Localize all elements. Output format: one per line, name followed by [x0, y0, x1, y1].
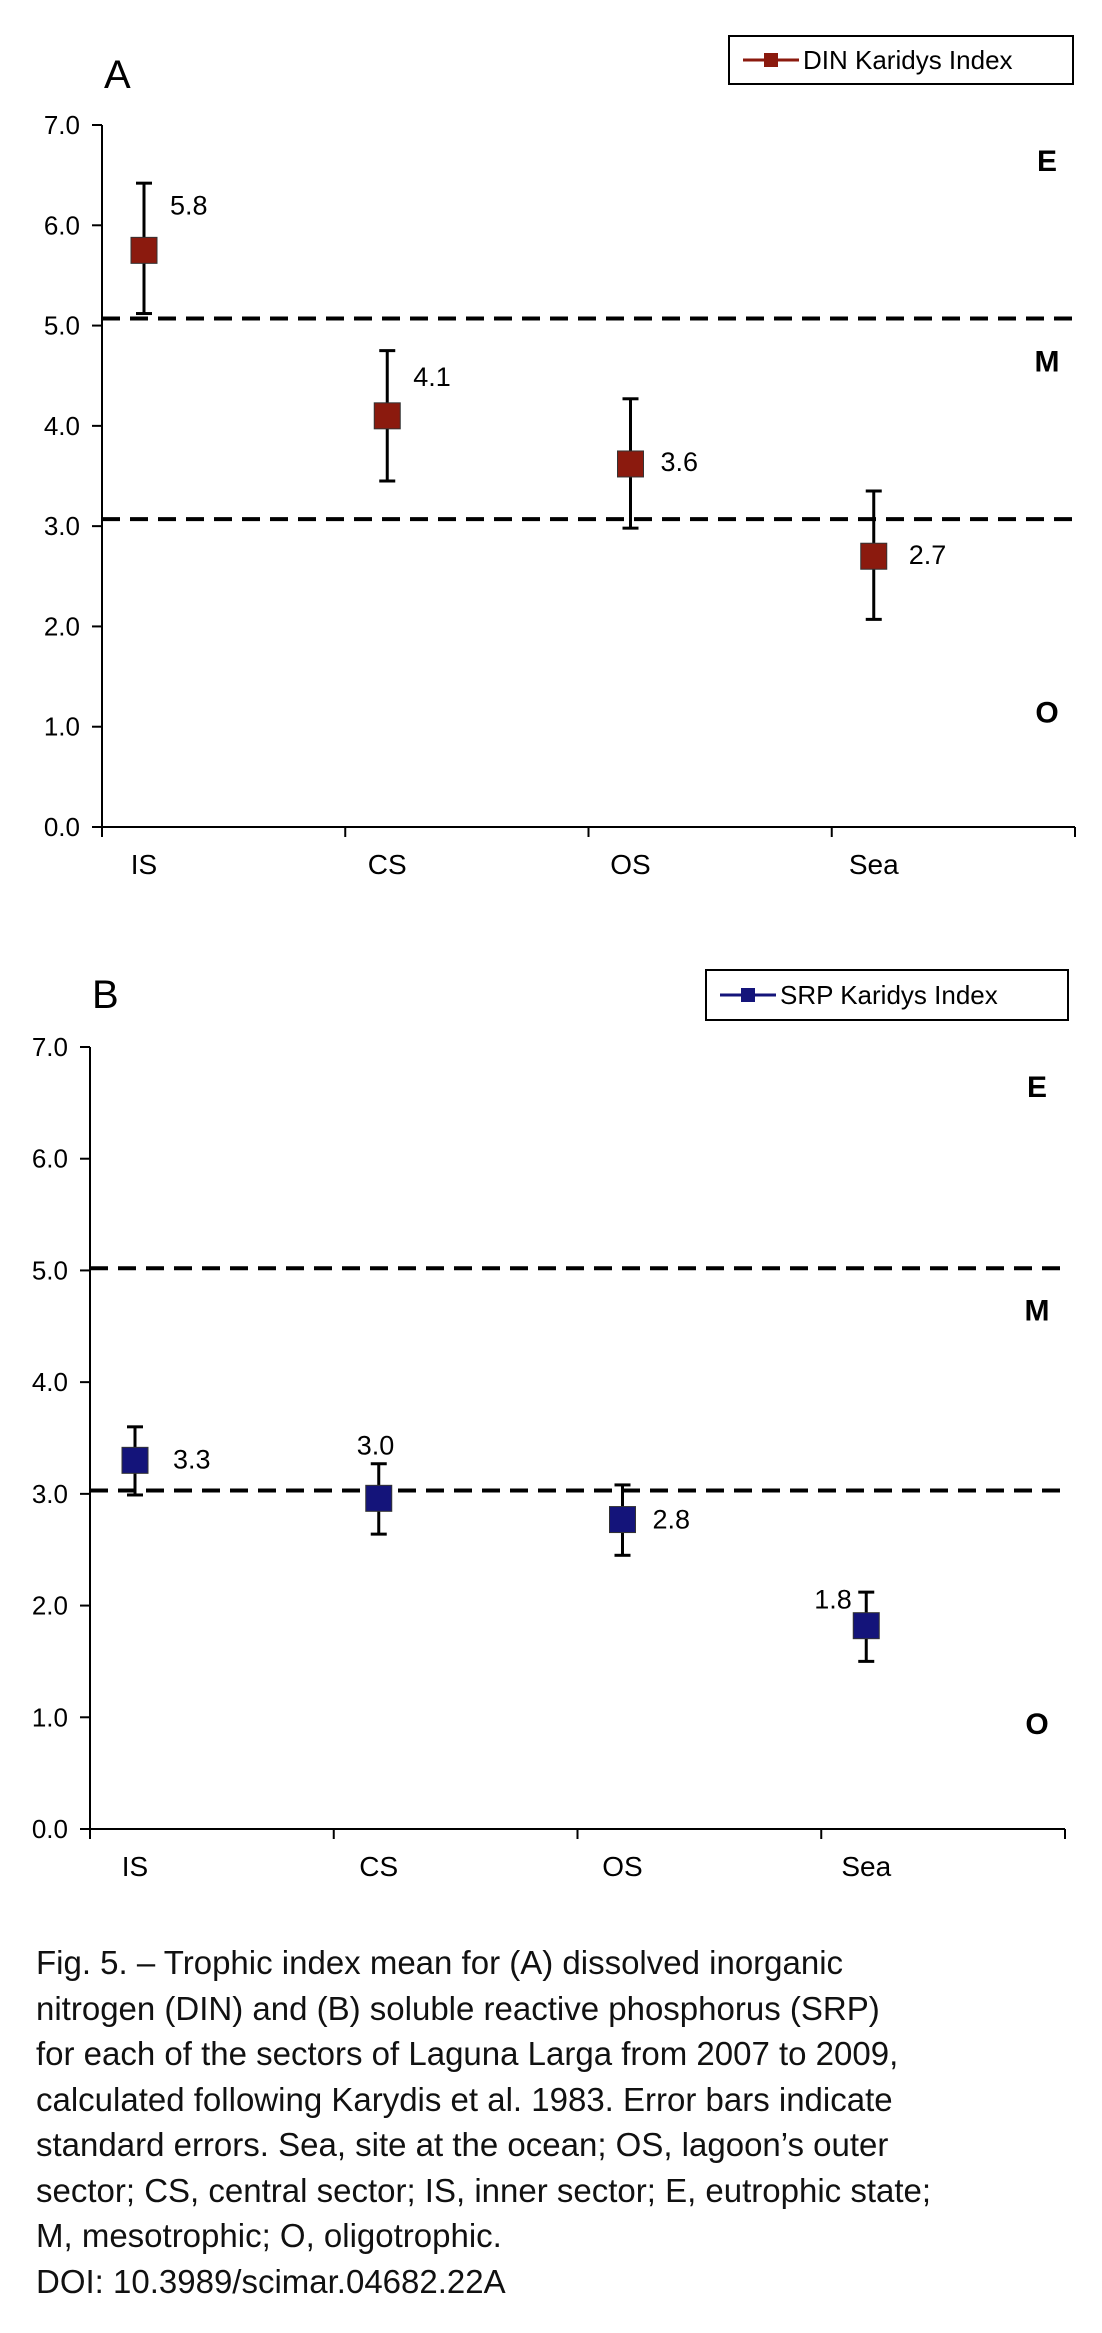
- data-point: [365, 1484, 393, 1512]
- zone-label: O: [1025, 1708, 1048, 1741]
- y-tick-label: 6.0: [32, 1144, 68, 1174]
- caption-line: standard errors. Sea, site at the ocean;…: [36, 2126, 889, 2164]
- y-tick-label: 5.0: [44, 311, 80, 341]
- data-label: 2.7: [909, 540, 947, 570]
- caption-line: sector; CS, central sector; IS, inner se…: [36, 2171, 932, 2209]
- y-tick-label: 1.0: [44, 712, 80, 742]
- y-tick-label: 3.0: [44, 511, 80, 541]
- y-tick-label: 5.0: [32, 1255, 68, 1285]
- x-tick-label: OS: [610, 849, 650, 880]
- x-tick-label: IS: [122, 1851, 148, 1882]
- caption-line: for each of the sectors of Laguna Larga …: [36, 2035, 899, 2073]
- zone-label: E: [1037, 145, 1057, 178]
- data-label: 5.8: [170, 190, 208, 220]
- data-point: [609, 1506, 636, 1534]
- chart-a: A 0.0 1.0 2.0 3.0 4.0 5.0 6.0 7.0 IS CS OS Sea E M O 5.8…: [44, 35, 1076, 880]
- x-tick-label: Sea: [841, 1851, 891, 1882]
- caption-line: M, mesotrophic; O, oligotrophic.: [36, 2217, 502, 2255]
- y-tick-label: 6.0: [44, 210, 80, 240]
- y-tick-label: 1.0: [32, 1702, 68, 1732]
- legend-marker: [764, 53, 778, 67]
- panel-label: A: [104, 53, 131, 97]
- y-tick-label: 7.0: [44, 110, 80, 140]
- legend-label: SRP Karidys Index: [780, 980, 998, 1010]
- x-tick-label: CS: [359, 1851, 398, 1882]
- data-label: 3.0: [357, 1430, 395, 1460]
- zone-label: M: [1035, 346, 1060, 379]
- zone-label: O: [1035, 697, 1058, 730]
- data-label: 2.8: [653, 1505, 691, 1535]
- data-label: 4.1: [413, 362, 451, 392]
- y-tick-label: 2.0: [44, 611, 80, 641]
- figure-caption: Fig. 5. – Trophic index mean for (A) dis…: [36, 1940, 1086, 2304]
- x-tick-label: Sea: [849, 849, 899, 880]
- caption-line: nitrogen (DIN) and (B) soluble reactive …: [36, 1989, 880, 2027]
- data-point: [860, 542, 888, 570]
- caption-line: calculated following Karydis et al. 1983…: [36, 2080, 893, 2118]
- legend-label: DIN Karidys Index: [803, 45, 1013, 75]
- data-point: [121, 1446, 149, 1474]
- y-tick-label: 0.0: [44, 812, 80, 842]
- panel-label: B: [92, 973, 119, 1017]
- caption-doi: DOI: 10.3989/scimar.04682.22A: [36, 2262, 506, 2300]
- x-tick-label: IS: [131, 849, 157, 880]
- y-tick-label: 0.0: [32, 1814, 68, 1844]
- data-point: [373, 402, 401, 430]
- y-tick-label: 4.0: [44, 411, 80, 441]
- y-tick-label: 4.0: [32, 1367, 68, 1397]
- chart-b: B 0.0 1.0 2.0 3.0 4.0 5.0 6.0 7.0 IS CS OS Sea E M O 3.3…: [32, 969, 1069, 1882]
- caption-line: Fig. 5. – Trophic index mean for (A) dis…: [36, 1944, 844, 1981]
- legend-marker: [741, 988, 755, 1002]
- zone-label: M: [1025, 1295, 1050, 1328]
- x-tick-label: CS: [368, 849, 407, 880]
- y-tick-label: 3.0: [32, 1479, 68, 1509]
- y-tick-label: 7.0: [32, 1032, 68, 1062]
- data-point: [617, 450, 644, 478]
- y-tick-label: 2.0: [32, 1591, 68, 1621]
- data-label: 1.8: [814, 1585, 852, 1615]
- zone-label: E: [1027, 1071, 1047, 1104]
- data-label: 3.3: [173, 1444, 211, 1474]
- data-point: [130, 236, 158, 264]
- data-label: 3.6: [661, 447, 699, 477]
- x-tick-label: OS: [602, 1851, 642, 1882]
- data-point: [852, 1612, 880, 1640]
